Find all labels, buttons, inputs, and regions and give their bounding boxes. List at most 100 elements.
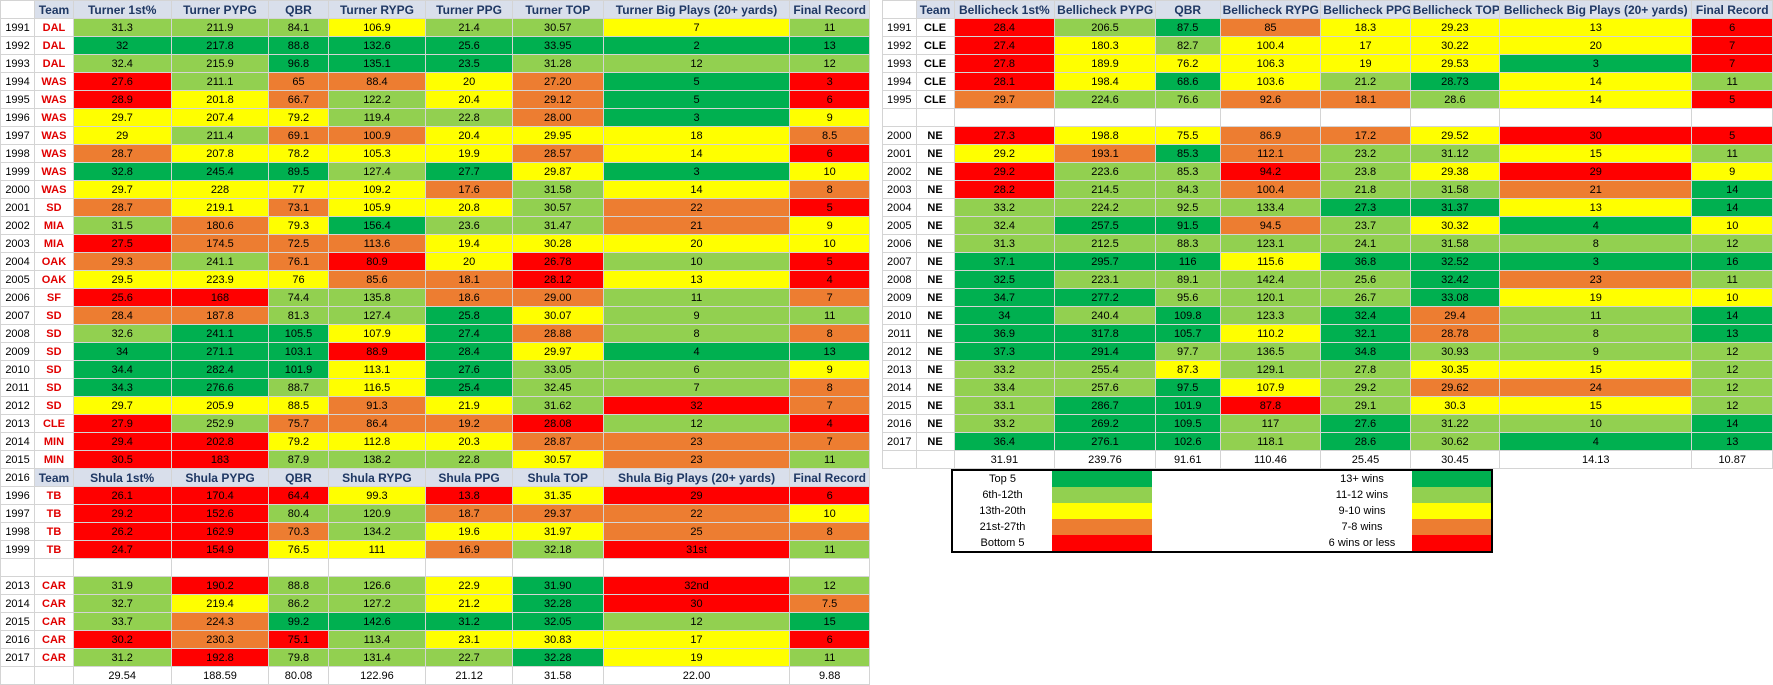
team-cell[interactable]: NE — [915, 360, 955, 379]
stat-cell[interactable]: 79.2 — [268, 108, 329, 127]
year-cell[interactable]: 1998 — [0, 522, 36, 541]
stat-cell[interactable]: 295.7 — [1054, 252, 1156, 271]
stat-cell[interactable]: 75.1 — [268, 630, 329, 649]
stat-cell[interactable]: 28.4 — [425, 342, 513, 361]
stat-cell[interactable]: 34.8 — [1320, 342, 1411, 361]
column-header[interactable]: Turner PYPG — [170, 0, 270, 19]
stat-cell[interactable]: 76.1 — [268, 252, 329, 271]
stat-cell[interactable]: 14 — [1499, 90, 1693, 109]
stat-cell[interactable]: 32 — [602, 396, 791, 415]
stat-cell[interactable]: 28.6 — [1320, 432, 1411, 451]
stat-cell[interactable]: 76 — [268, 270, 329, 289]
stat-cell[interactable]: 85.3 — [1154, 162, 1221, 181]
stat-cell[interactable]: 19 — [1320, 54, 1411, 73]
year-cell[interactable]: 2015 — [882, 396, 917, 415]
stat-cell[interactable]: 74.4 — [268, 288, 329, 307]
year-cell[interactable]: 1998 — [0, 144, 36, 163]
stat-cell[interactable]: 241.1 — [170, 252, 270, 271]
stat-cell[interactable]: 116 — [1154, 252, 1221, 271]
stat-cell[interactable]: 12 — [1691, 378, 1773, 397]
stat-cell[interactable]: 116.5 — [327, 378, 427, 397]
stat-cell[interactable]: 14 — [1499, 72, 1693, 91]
stat-cell[interactable]: 37.3 — [953, 342, 1056, 361]
stat-cell[interactable]: 11 — [1499, 306, 1693, 325]
column-header[interactable]: Bellicheck 1st% — [953, 0, 1056, 19]
stat-cell[interactable]: 13 — [1691, 324, 1773, 343]
stat-cell[interactable]: 17.2 — [1320, 126, 1411, 145]
stat-cell[interactable]: 11 — [1691, 270, 1773, 289]
year-cell[interactable]: 2012 — [0, 396, 36, 415]
stat-cell[interactable]: 29.37 — [511, 504, 604, 523]
stat-cell[interactable]: 19 — [602, 648, 791, 667]
stat-cell[interactable]: 14 — [1691, 180, 1773, 199]
stat-cell[interactable]: 26.2 — [72, 522, 172, 541]
stat-cell[interactable]: 10 — [1691, 288, 1773, 307]
average-cell[interactable]: 80.08 — [268, 666, 329, 685]
stat-cell[interactable]: 113.6 — [327, 234, 427, 253]
stat-cell[interactable]: 24 — [1499, 378, 1693, 397]
stat-cell[interactable]: 87.5 — [1154, 18, 1221, 37]
team-cell[interactable]: SD — [34, 378, 74, 397]
stat-cell[interactable]: 9 — [789, 360, 870, 379]
stat-cell[interactable]: 20.8 — [425, 198, 513, 217]
stat-cell[interactable]: 79.2 — [268, 432, 329, 451]
stat-cell[interactable]: 84.1 — [268, 18, 329, 37]
column-header[interactable]: Bellicheck Big Plays (20+ yards) — [1499, 0, 1693, 19]
stat-cell[interactable]: 7 — [1691, 54, 1773, 73]
team-cell[interactable]: SD — [34, 306, 74, 325]
stat-cell[interactable]: 31.97 — [511, 522, 604, 541]
stat-cell[interactable]: 88.4 — [327, 72, 427, 91]
team-cell[interactable]: SD — [34, 360, 74, 379]
team-cell[interactable]: NE — [915, 162, 955, 181]
stat-cell[interactable]: 13 — [1499, 198, 1693, 217]
column-header[interactable]: Shula 1st% — [72, 468, 172, 487]
stat-cell[interactable]: 27.6 — [425, 360, 513, 379]
stat-cell[interactable]: 187.8 — [170, 306, 270, 325]
stat-cell[interactable]: 120.1 — [1219, 288, 1322, 307]
year-cell[interactable]: 2007 — [0, 306, 36, 325]
stat-cell[interactable]: 28.00 — [511, 108, 604, 127]
stat-cell[interactable]: 100.4 — [1219, 36, 1322, 55]
team-cell[interactable]: CAR — [34, 612, 74, 631]
stat-cell[interactable]: 29.95 — [511, 126, 604, 145]
stat-cell[interactable]: 15 — [1499, 396, 1693, 415]
stat-cell[interactable]: 31st — [602, 540, 791, 559]
stat-cell[interactable]: 7 — [1691, 36, 1773, 55]
stat-cell[interactable]: 32.7 — [72, 594, 172, 613]
stat-cell[interactable]: 76.5 — [268, 540, 329, 559]
stat-cell[interactable]: 29.2 — [1320, 378, 1411, 397]
stat-cell[interactable]: 34.4 — [72, 360, 172, 379]
stat-cell[interactable]: 127.4 — [327, 162, 427, 181]
stat-cell[interactable]: 33.08 — [1409, 288, 1501, 307]
stat-cell[interactable]: 25.6 — [1320, 270, 1411, 289]
stat-cell[interactable]: 255.4 — [1054, 360, 1156, 379]
team-cell[interactable]: MIA — [34, 234, 74, 253]
stat-cell[interactable]: 132.6 — [327, 36, 427, 55]
stat-cell[interactable]: 31.37 — [1409, 198, 1501, 217]
stat-cell[interactable]: 96.8 — [268, 54, 329, 73]
stat-cell[interactable]: 18.6 — [425, 288, 513, 307]
stat-cell[interactable]: 21.8 — [1320, 180, 1411, 199]
stat-cell[interactable]: 29 — [72, 126, 172, 145]
team-cell[interactable]: CAR — [34, 630, 74, 649]
stat-cell[interactable]: 20.3 — [425, 432, 513, 451]
stat-cell[interactable]: 82.7 — [1154, 36, 1221, 55]
stat-cell[interactable]: 30.07 — [511, 306, 604, 325]
stat-cell[interactable]: 162.9 — [170, 522, 270, 541]
stat-cell[interactable]: 28.88 — [511, 324, 604, 343]
column-header[interactable]: Shula PPG — [425, 468, 513, 487]
stat-cell[interactable]: 240.4 — [1054, 306, 1156, 325]
stat-cell[interactable]: 4 — [1499, 216, 1693, 235]
stat-cell[interactable]: 31.5 — [72, 216, 172, 235]
year-cell[interactable]: 2000 — [0, 180, 36, 199]
stat-cell[interactable]: 110.2 — [1219, 324, 1322, 343]
stat-cell[interactable]: 26.7 — [1320, 288, 1411, 307]
stat-cell[interactable]: 21.4 — [425, 18, 513, 37]
year-cell[interactable]: 2016 — [0, 630, 36, 649]
stat-cell[interactable]: 206.5 — [1054, 18, 1156, 37]
stat-cell[interactable]: 21 — [1499, 180, 1693, 199]
stat-cell[interactable]: 183 — [170, 450, 270, 469]
stat-cell[interactable]: 9 — [1691, 162, 1773, 181]
stat-cell[interactable]: 107.9 — [327, 324, 427, 343]
stat-cell[interactable]: 17.6 — [425, 180, 513, 199]
